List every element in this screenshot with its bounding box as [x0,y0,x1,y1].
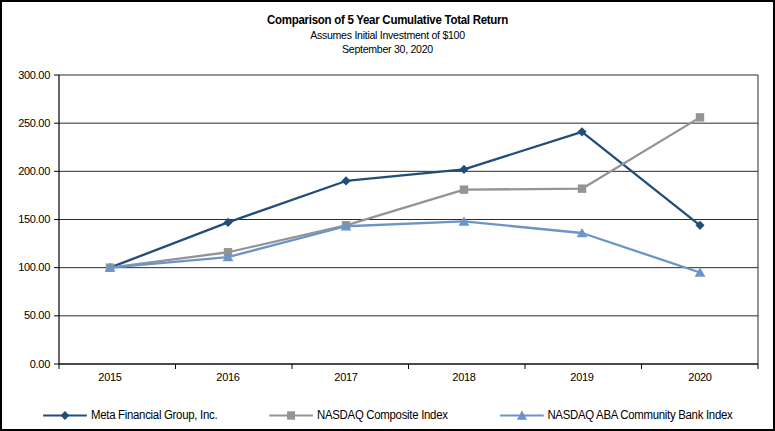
legend-item-meta-financial: Meta Financial Group, Inc. [43,408,218,422]
svg-text:250.00: 250.00 [18,117,50,129]
performance-graph-figure: Comparison of 5 Year Cumulative Total Re… [0,0,775,431]
svg-text:300.00: 300.00 [18,69,50,81]
legend-item-nasdaq-aba-community-bank: NASDAQ ABA Community Bank Index [499,408,733,422]
svg-text:2016: 2016 [216,371,239,383]
line-chart-plot: 0.00 50.00 100.00 150.00 200.00 250.00 300.00 2… [2,2,773,429]
svg-text:2019: 2019 [570,371,593,383]
legend-marker-triangle-icon [499,409,545,422]
legend-marker-diamond-icon [43,409,89,422]
svg-text:2015: 2015 [98,371,121,383]
legend-label-nasdaq-composite: NASDAQ Composite Index [317,408,448,422]
legend-marker-square-icon [269,409,315,422]
legend-label-nasdaq-aba-community-bank: NASDAQ ABA Community Bank Index [547,408,732,422]
svg-text:2020: 2020 [688,371,711,383]
svg-text:50.00: 50.00 [24,309,50,321]
legend-item-nasdaq-composite: NASDAQ Composite Index [269,408,448,422]
svg-text:150.00: 150.00 [18,213,50,225]
svg-text:2018: 2018 [452,371,475,383]
svg-text:0.00: 0.00 [30,358,50,370]
svg-text:200.00: 200.00 [18,165,50,177]
svg-text:100.00: 100.00 [18,261,50,273]
svg-text:2017: 2017 [334,371,357,383]
chart-legend: Meta Financial Group, Inc. NASDAQ Compos… [21,408,753,422]
legend-label-meta-financial: Meta Financial Group, Inc. [91,408,217,422]
